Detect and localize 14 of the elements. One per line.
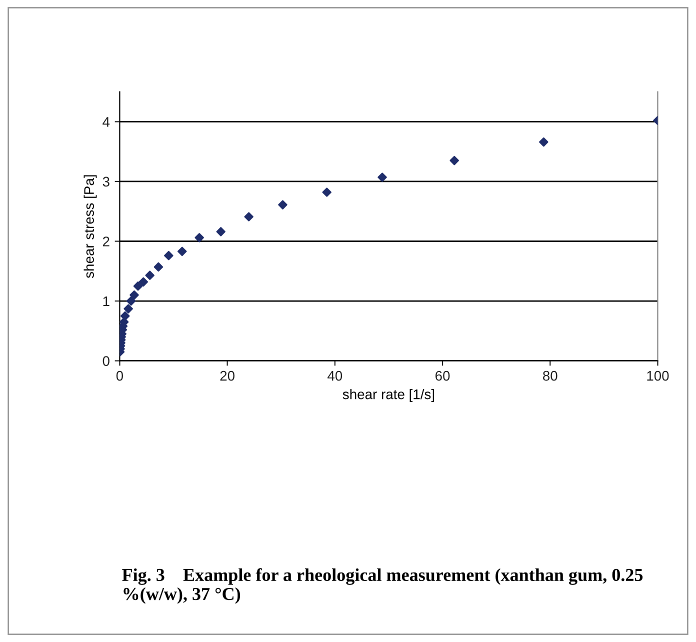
x-tick-label: 60 [436, 370, 450, 381]
x-tick-label: 20 [220, 370, 234, 381]
y-tick-label: 4 [102, 117, 110, 127]
y-tick-label: 0 [102, 356, 110, 366]
x-tick-label: 80 [543, 370, 558, 381]
y-tick-label: 2 [102, 236, 110, 246]
x-tick-label: 100 [647, 370, 669, 381]
caption: Fig. 3 Example for a rheological measurement (xanthan gum, 0.25 %(w/w), 37 °C) [122, 568, 643, 604]
x-tick-label: 40 [328, 370, 342, 381]
y-axis-title: shear stress [Pa] [84, 175, 97, 278]
x-axis-title: shear rate [1/s] [342, 389, 434, 402]
y-tick-label: 3 [102, 176, 110, 187]
y-tick-label: 1 [103, 296, 110, 306]
x-tick-label: 0 [116, 370, 124, 381]
